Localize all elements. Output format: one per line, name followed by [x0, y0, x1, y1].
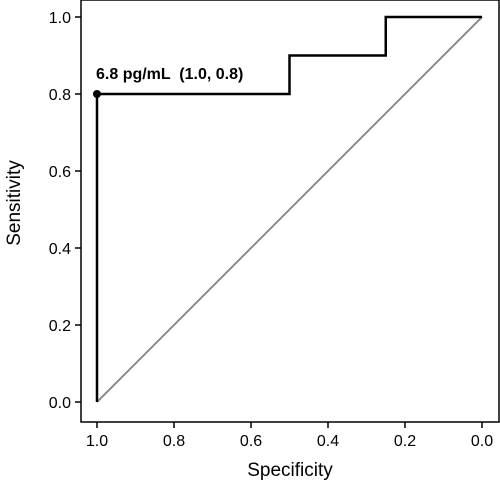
x-axis-title: Specificity [247, 460, 333, 481]
y-axis: 0.0 0.2 0.4 0.6 0.8 1.0 [49, 10, 81, 412]
plot-frame [80, 0, 500, 423]
series-layer [93, 15, 483, 403]
y-tick-label: 0.6 [49, 164, 71, 181]
y-tick-label: 0.2 [49, 318, 71, 335]
x-tick-label: 0.0 [471, 433, 493, 450]
cutoff-point-marker [93, 90, 101, 98]
y-tick-label: 1.0 [49, 10, 71, 27]
x-tick-label: 0.8 [163, 433, 185, 450]
y-tick-label: 0.0 [49, 395, 71, 412]
cutoff-annotation: 6.8 pg/mL (1.0, 0.8) [96, 66, 243, 83]
x-tick-label: 0.2 [394, 433, 416, 450]
x-tick-label: 0.6 [240, 433, 262, 450]
y-axis-title: Sensitivity [4, 160, 25, 246]
x-tick-label: 0.4 [317, 433, 339, 450]
y-tick-label: 0.4 [49, 241, 71, 258]
x-axis: 1.0 0.8 0.6 0.4 0.2 0.0 [86, 422, 493, 450]
x-tick-label: 1.0 [86, 433, 108, 450]
y-tick-label: 0.8 [49, 87, 71, 104]
reference-diagonal-line [96, 16, 483, 403]
